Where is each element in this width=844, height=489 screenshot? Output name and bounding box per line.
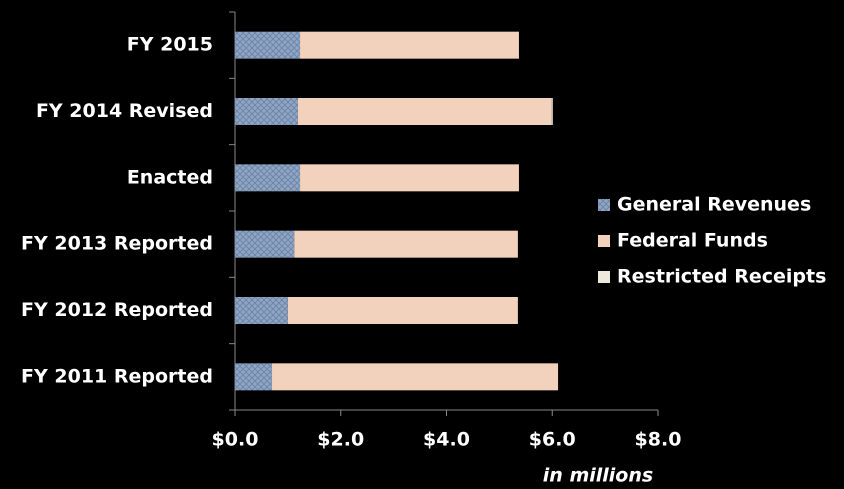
bar-segment <box>235 164 301 192</box>
y-tick-label: FY 2014 Revised <box>36 100 213 122</box>
y-tick-label: FY 2011 Reported <box>21 365 213 387</box>
bar-segment <box>272 363 559 391</box>
x-tick-label: $2.0 <box>317 429 364 451</box>
y-tick-label: Enacted <box>127 166 213 188</box>
legend-label: General Revenues <box>617 194 811 216</box>
y-tick-label: FY 2015 <box>127 34 213 56</box>
legend-swatch <box>598 271 610 283</box>
x-axis-label: in millions <box>543 465 653 487</box>
x-tick-label: $0.0 <box>212 429 259 451</box>
bar-segment <box>235 363 273 391</box>
y-tick-label: FY 2013 Reported <box>21 233 213 255</box>
legend-label: Federal Funds <box>617 230 768 252</box>
y-tick-label: FY 2012 Reported <box>21 299 213 321</box>
bar-segment <box>235 98 298 125</box>
legend-swatch <box>598 235 610 247</box>
x-tick-label: $4.0 <box>423 429 470 451</box>
bar-segment <box>235 31 301 59</box>
x-tick-label: $8.0 <box>635 429 682 451</box>
legend-swatch <box>598 199 610 211</box>
bar-segment <box>300 31 519 59</box>
bar-segment <box>300 164 519 192</box>
bar-segment <box>235 297 288 324</box>
x-tick-label: $6.0 <box>529 429 576 451</box>
bar-segment <box>235 230 295 258</box>
bar-segment <box>294 230 518 258</box>
bar-segment <box>297 98 552 125</box>
bar-segment <box>287 297 518 324</box>
legend-label: Restricted Receipts <box>617 266 826 288</box>
bar-segment <box>551 98 553 125</box>
